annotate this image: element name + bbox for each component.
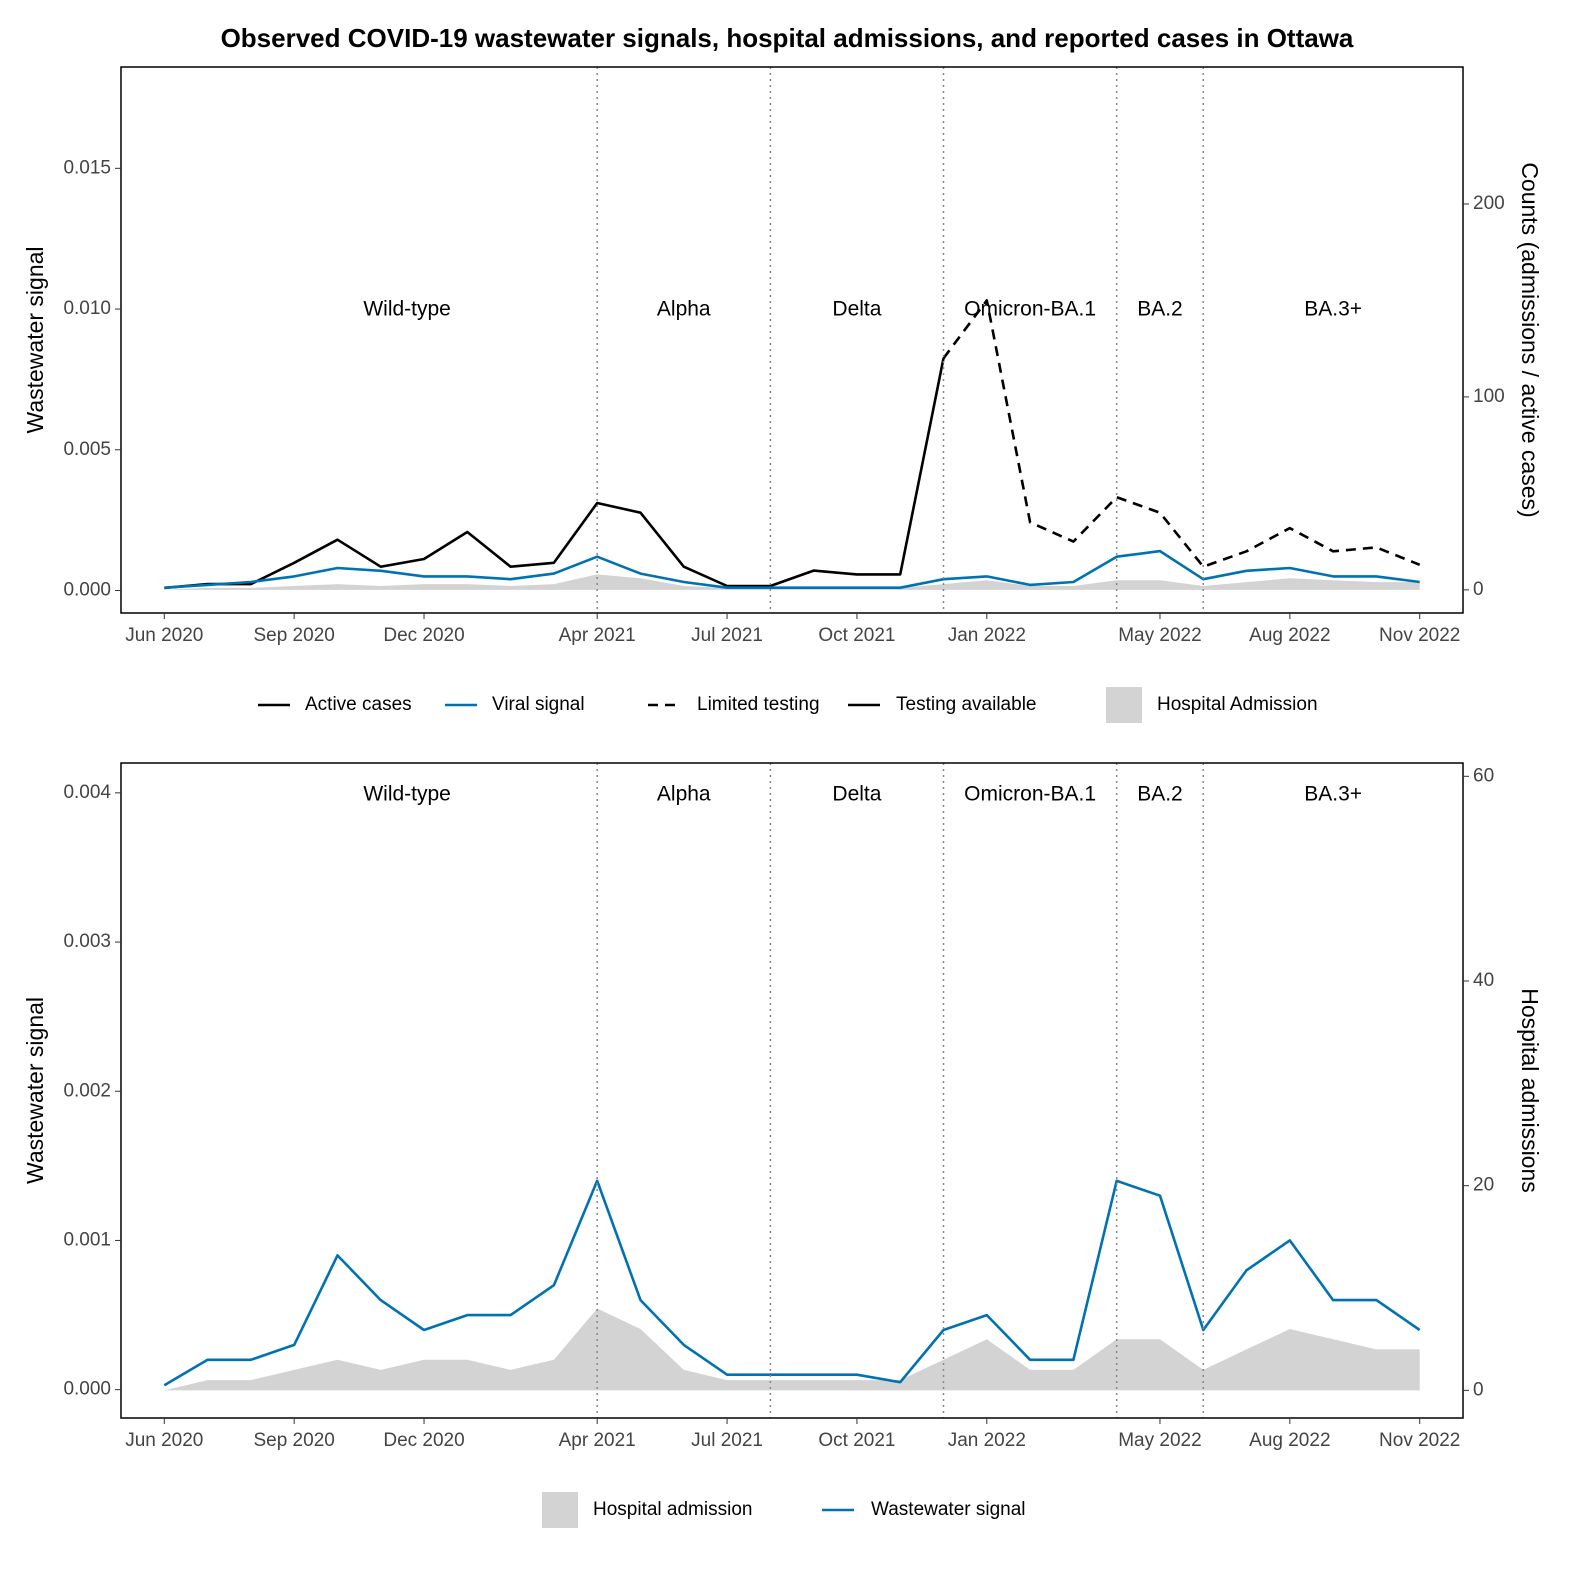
legend-label: Viral signal — [492, 694, 585, 715]
x-tick-label: Jan 2022 — [948, 625, 1026, 646]
variant-label: Wild-type — [363, 783, 451, 806]
x-tick-label: Oct 2021 — [818, 1430, 895, 1451]
x-tick-label: Aug 2022 — [1249, 1430, 1330, 1451]
x-tick-label: Apr 2021 — [559, 625, 636, 646]
variant-label: BA.3+ — [1304, 298, 1362, 321]
plot-frame — [120, 66, 1464, 614]
data-line — [163, 1179, 1421, 1387]
hospital-area — [164, 574, 1420, 590]
variant-label: BA.2 — [1137, 298, 1183, 321]
variant-label: Omicron-BA.1 — [964, 783, 1096, 806]
y2-tick-label: 200 — [1473, 193, 1505, 214]
x-tick-label: Jul 2021 — [691, 625, 763, 646]
y-tick-label: 0.003 — [63, 931, 111, 952]
variant-label: BA.3+ — [1304, 783, 1362, 806]
y-tick-label: 0.005 — [63, 439, 111, 460]
plot-frame — [120, 762, 1464, 1419]
x-tick-label: Jun 2020 — [125, 1430, 203, 1451]
y2-tick-label: 20 — [1473, 1175, 1494, 1196]
variant-label: BA.2 — [1137, 783, 1183, 806]
data-line — [942, 299, 1421, 568]
x-tick-label: Dec 2020 — [383, 625, 464, 646]
y2-tick-label: 100 — [1473, 386, 1505, 407]
y-tick-label: 0.015 — [63, 157, 111, 178]
x-tick-label: Nov 2022 — [1379, 1430, 1460, 1451]
variant-label: Wild-type — [363, 298, 451, 321]
plot-area — [164, 299, 1421, 590]
y-tick-label: 0.001 — [63, 1229, 111, 1250]
x-tick-label: Sep 2020 — [253, 1430, 334, 1451]
legend-key — [542, 1492, 578, 1528]
x-tick-label: May 2022 — [1118, 1430, 1201, 1451]
legend-label: Testing available — [896, 694, 1036, 715]
x-tick-label: Apr 2021 — [559, 1430, 636, 1451]
variant-label: Alpha — [657, 783, 711, 806]
x-tick-label: Jan 2022 — [948, 1430, 1026, 1451]
x-tick-label: Jun 2020 — [125, 625, 203, 646]
legend-key — [1106, 687, 1142, 723]
y2-tick-label: 0 — [1473, 1379, 1484, 1400]
y-axis-title: Wastewater signal — [22, 246, 48, 433]
legend-label: Active cases — [305, 694, 412, 715]
x-tick-label: Dec 2020 — [383, 1430, 464, 1451]
x-tick-label: Nov 2022 — [1379, 625, 1460, 646]
hospital-area — [164, 1308, 1420, 1391]
chart-title: Observed COVID-19 wastewater signals, ho… — [221, 23, 1354, 53]
data-line — [164, 358, 945, 590]
y-axis-title: Wastewater signal — [22, 997, 48, 1184]
plot-area — [163, 1179, 1421, 1391]
y2-axis-title: Hospital admissions — [1517, 988, 1543, 1193]
x-tick-label: Jul 2021 — [691, 1430, 763, 1451]
legend-label: Hospital Admission — [1157, 694, 1318, 715]
y2-tick-label: 0 — [1473, 579, 1484, 600]
variant-label: Delta — [832, 783, 881, 806]
y2-tick-label: 40 — [1473, 970, 1494, 991]
legend-label: Wastewater signal — [871, 1499, 1026, 1520]
y-tick-label: 0.000 — [63, 580, 111, 601]
y2-tick-label: 60 — [1473, 765, 1494, 786]
x-tick-label: Sep 2020 — [253, 625, 334, 646]
x-tick-label: Aug 2022 — [1249, 625, 1330, 646]
legend-label: Hospital admission — [593, 1499, 752, 1520]
variant-label: Omicron-BA.1 — [964, 298, 1096, 321]
variant-label: Alpha — [657, 298, 711, 321]
y-tick-label: 0.002 — [63, 1080, 111, 1101]
variant-label: Delta — [832, 298, 881, 321]
y2-axis-title: Counts (admissions / active cases) — [1517, 162, 1543, 517]
y-tick-label: 0.010 — [63, 298, 111, 319]
data-line — [164, 549, 1420, 589]
legend-label: Limited testing — [697, 694, 820, 715]
x-tick-label: May 2022 — [1118, 625, 1201, 646]
x-tick-label: Oct 2021 — [818, 625, 895, 646]
y-tick-label: 0.000 — [63, 1379, 111, 1400]
y-tick-label: 0.004 — [63, 782, 111, 803]
